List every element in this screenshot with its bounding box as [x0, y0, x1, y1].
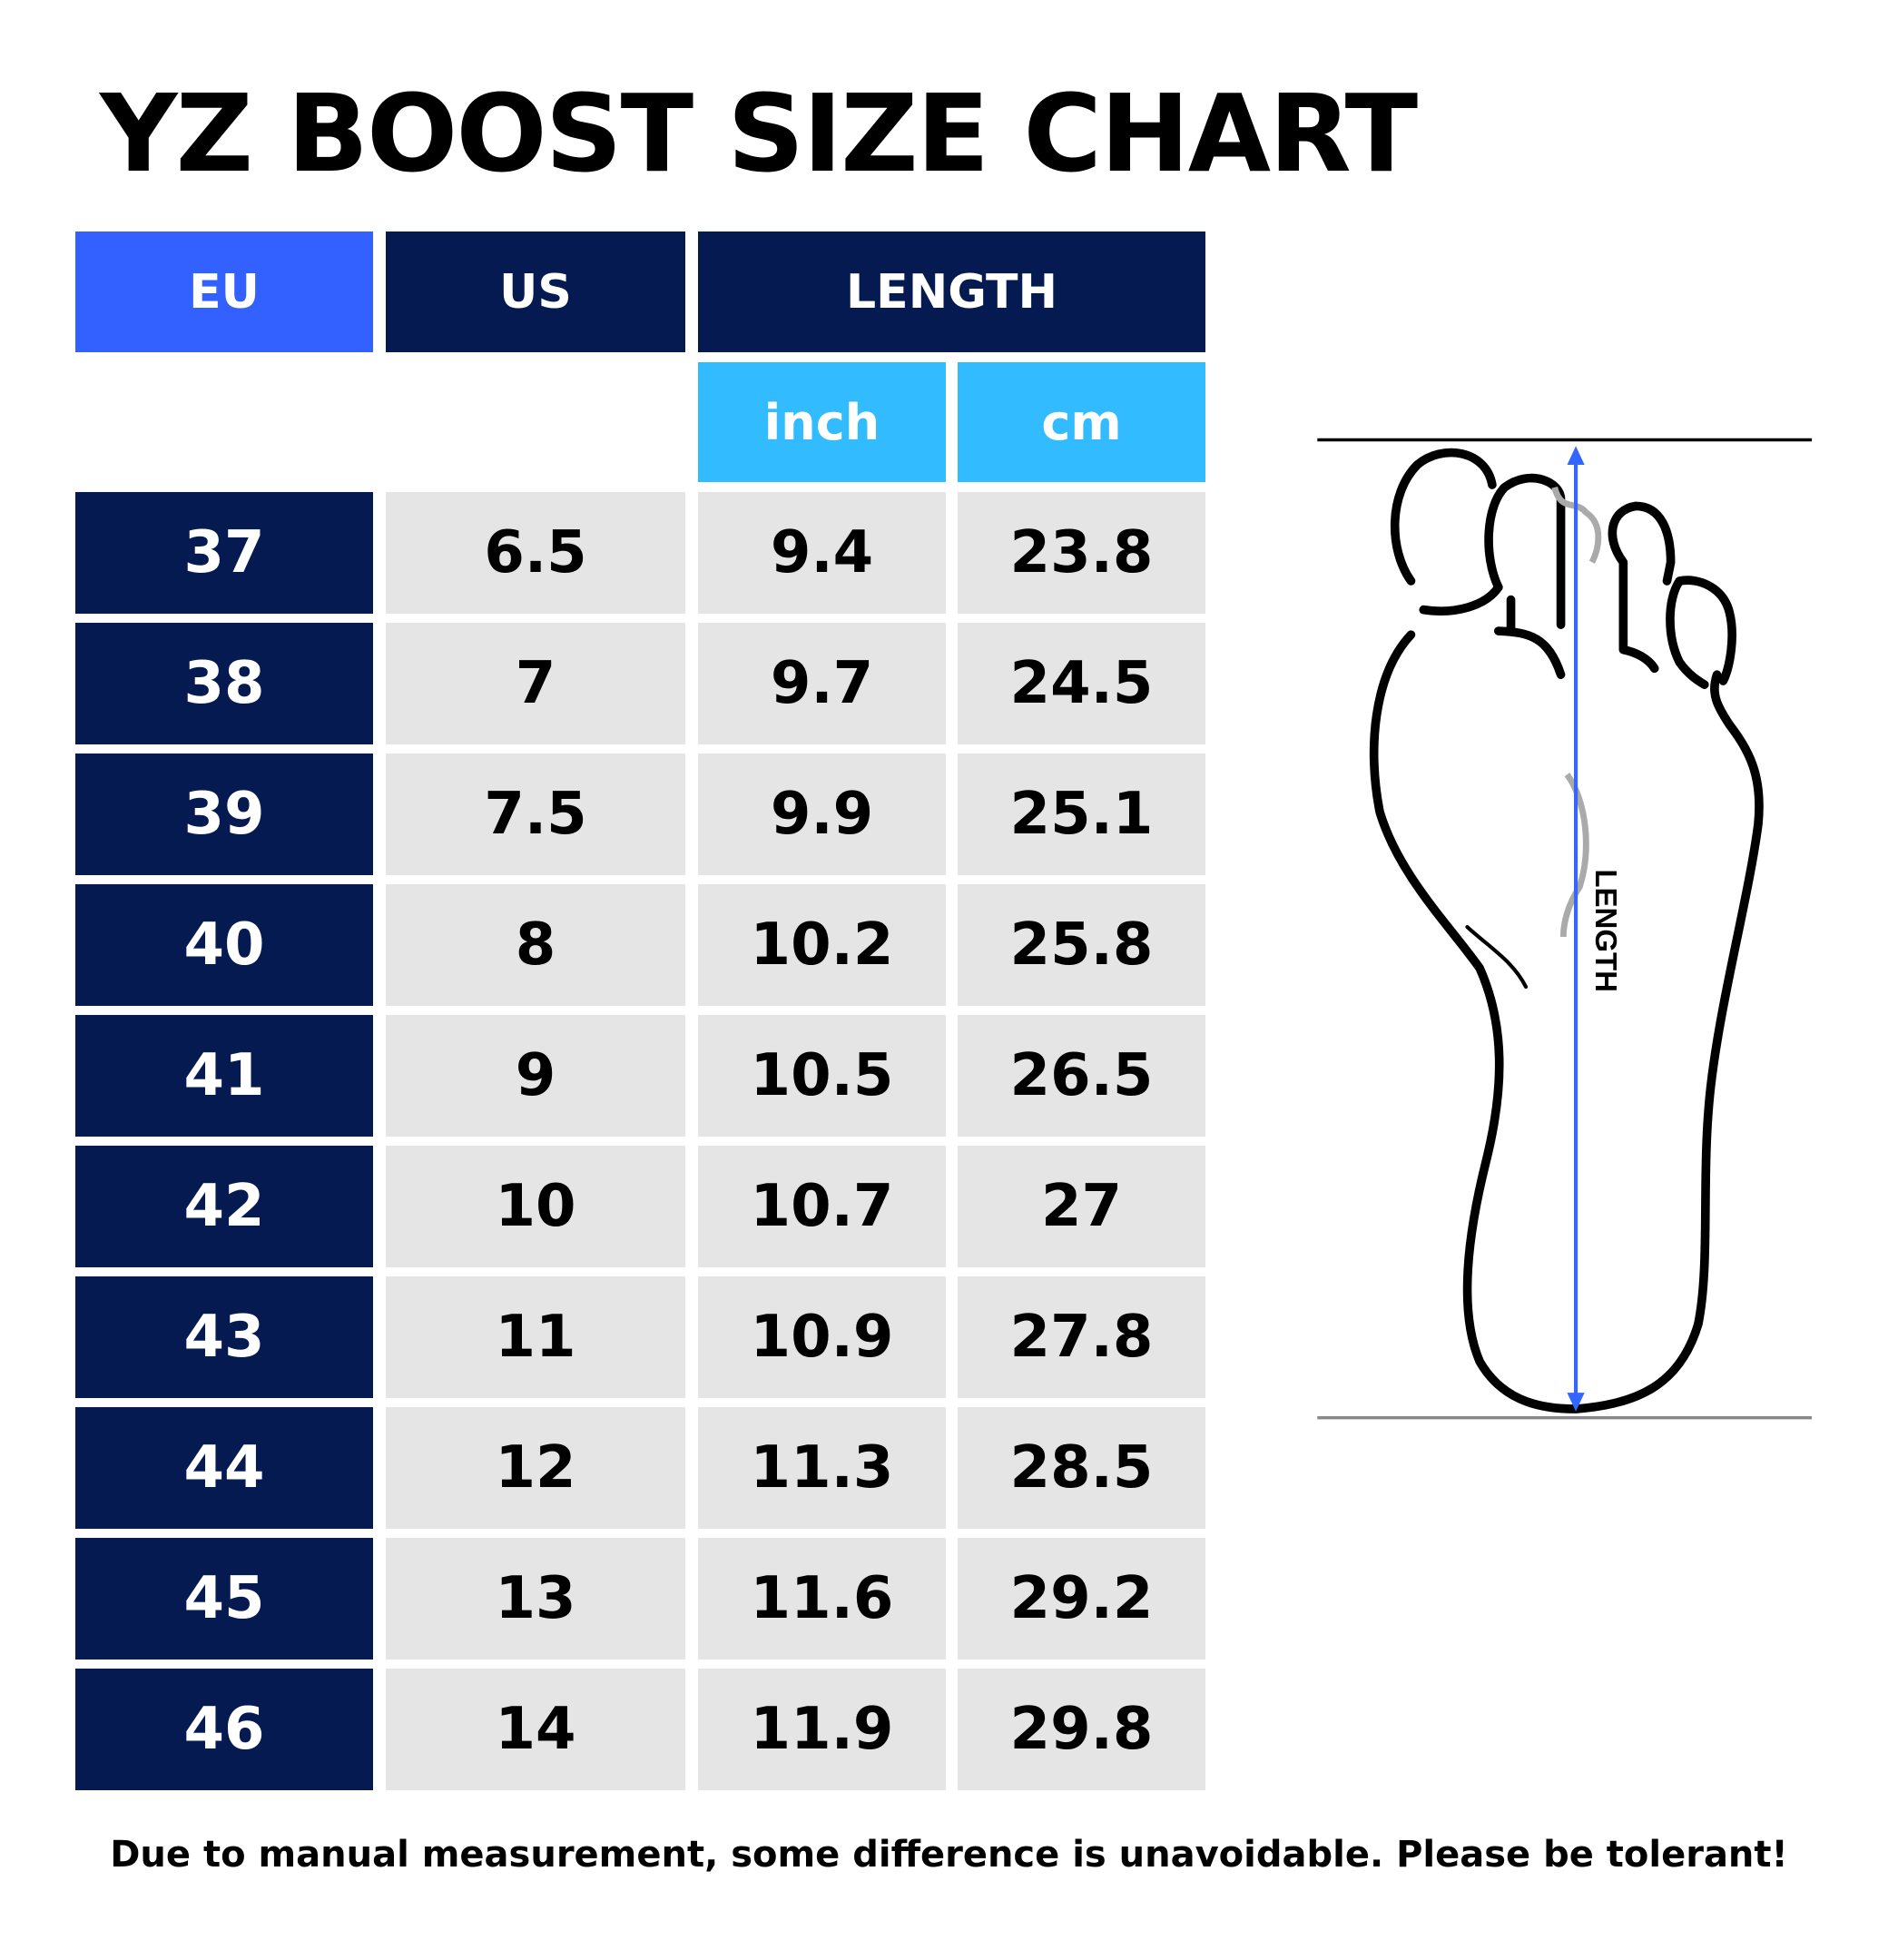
- cell-eu: 39: [75, 753, 373, 875]
- cell-eu: 45: [75, 1538, 373, 1660]
- cell-cm: 23.8: [958, 492, 1205, 614]
- cell-cm: 28.5: [958, 1407, 1205, 1529]
- disclaimer-text: Due to manual measurement, some differen…: [110, 1834, 1788, 1876]
- cell-inch: 10.7: [698, 1146, 946, 1267]
- cell-us: 7: [386, 623, 685, 744]
- length-label: LENGTH: [1589, 869, 1623, 992]
- cell-cm: 25.1: [958, 753, 1205, 875]
- header-cm: cm: [958, 362, 1205, 482]
- cell-eu: 46: [75, 1669, 373, 1790]
- cell-inch: 11.9: [698, 1669, 946, 1790]
- cell-cm: 24.5: [958, 623, 1205, 744]
- cell-us: 10: [386, 1146, 685, 1267]
- cell-inch: 10.9: [698, 1276, 946, 1398]
- cell-eu: 40: [75, 884, 373, 1006]
- cell-eu: 43: [75, 1276, 373, 1398]
- cell-eu: 41: [75, 1015, 373, 1137]
- cell-cm: 26.5: [958, 1015, 1205, 1137]
- length-arrow-icon: [1567, 446, 1585, 1412]
- page-title: YZ BOOST SIZE CHART: [100, 71, 1418, 196]
- cell-inch: 9.9: [698, 753, 946, 875]
- cell-us: 12: [386, 1407, 685, 1529]
- cell-inch: 9.7: [698, 623, 946, 744]
- cell-eu: 44: [75, 1407, 373, 1529]
- cell-cm: 27.8: [958, 1276, 1205, 1398]
- cell-inch: 10.2: [698, 884, 946, 1006]
- cell-us: 13: [386, 1538, 685, 1660]
- cell-eu: 38: [75, 623, 373, 744]
- cell-us: 8: [386, 884, 685, 1006]
- header-inch: inch: [698, 362, 946, 482]
- cell-eu: 42: [75, 1146, 373, 1267]
- cell-inch: 10.5: [698, 1015, 946, 1137]
- cell-us: 9: [386, 1015, 685, 1137]
- cell-us: 6.5: [386, 492, 685, 614]
- header-length: LENGTH: [698, 231, 1205, 352]
- header-us: US: [386, 231, 685, 352]
- cell-us: 11: [386, 1276, 685, 1398]
- cell-cm: 29.2: [958, 1538, 1205, 1660]
- cell-us: 14: [386, 1669, 685, 1790]
- cell-cm: 25.8: [958, 884, 1205, 1006]
- foot-shadow-icon: [1551, 486, 1602, 938]
- cell-cm: 27: [958, 1146, 1205, 1267]
- header-eu: EU: [75, 231, 373, 352]
- cell-eu: 37: [75, 492, 373, 614]
- cell-inch: 9.4: [698, 492, 946, 614]
- cell-inch: 11.3: [698, 1407, 946, 1529]
- cell-inch: 11.6: [698, 1538, 946, 1660]
- foot-outline-icon: [1369, 448, 1764, 1413]
- cell-us: 7.5: [386, 753, 685, 875]
- cell-cm: 29.8: [958, 1669, 1205, 1790]
